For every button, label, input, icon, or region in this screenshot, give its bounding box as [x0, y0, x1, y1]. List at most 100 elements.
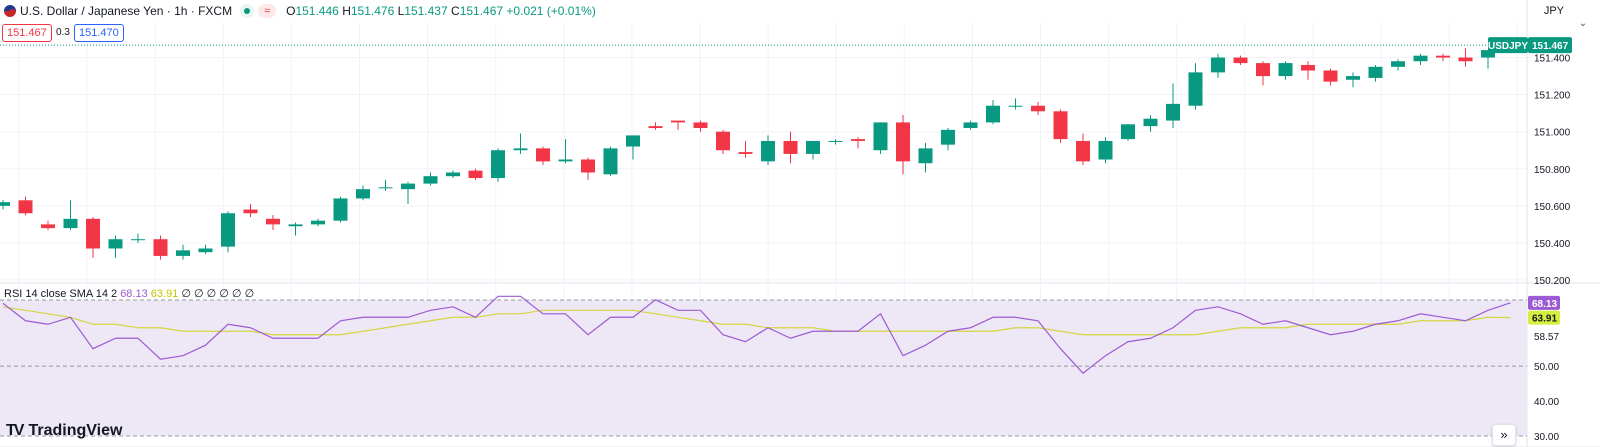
candle-body — [1143, 118, 1158, 127]
candle-body — [243, 209, 258, 214]
candle-body — [423, 176, 438, 184]
rsi-tick-label: 50.00 — [1534, 362, 1559, 373]
candle-body — [63, 218, 78, 229]
candle-body — [693, 122, 708, 128]
rsi-tick-label: 40.00 — [1534, 397, 1559, 408]
candle-body — [738, 152, 753, 154]
chevron-down-icon[interactable]: ⌄ — [1578, 18, 1588, 29]
candle-body — [986, 105, 1000, 123]
price-tick-label: 150.600 — [1534, 202, 1571, 213]
candle-body — [288, 224, 303, 227]
tradingview-logo-icon: TV — [6, 422, 25, 439]
candle-body — [1256, 63, 1270, 77]
candle-body — [1368, 66, 1383, 78]
currency-flag-icon — [4, 5, 16, 17]
candle-body — [311, 220, 325, 225]
candle-body — [941, 129, 955, 145]
wave-icon[interactable]: ≈ — [258, 4, 277, 18]
last-price-tag-label: 151.467 — [1532, 41, 1569, 52]
candle-body — [1481, 50, 1495, 58]
rsi-legend-value: 68.13 — [120, 288, 148, 300]
high-label: H — [342, 4, 351, 18]
sma-value-tag-label: 63.91 — [1532, 314, 1557, 325]
candle-body — [536, 148, 550, 162]
candle-body — [1391, 61, 1405, 67]
candle-body — [1346, 76, 1360, 80]
candle-body — [1188, 72, 1203, 106]
candle-body — [896, 122, 910, 162]
candle-body — [671, 120, 685, 123]
candle-body — [1458, 57, 1473, 62]
candle-body — [1413, 55, 1428, 62]
sell-price-button[interactable]: 151.467 — [2, 24, 52, 42]
change-value: +0.021 (+0.01%) — [506, 4, 596, 18]
symbol-tag — [1488, 37, 1528, 54]
candle-body — [626, 135, 640, 147]
candle-body — [378, 187, 393, 189]
rsi-legend: RSI 14 close SMA 14 2 68.13 63.91 ∅ ∅ ∅ … — [4, 287, 254, 301]
candle-body — [1121, 124, 1135, 140]
candle-body — [1098, 140, 1113, 160]
candle-body — [491, 150, 505, 179]
open-label: O — [286, 4, 296, 18]
candle-body — [761, 140, 775, 162]
candle-body — [1323, 70, 1338, 82]
close-label: C — [451, 4, 460, 18]
candle-body — [333, 198, 348, 221]
brand-name: TradingView — [28, 422, 123, 439]
candle-body — [918, 148, 933, 164]
last-price-tag — [1528, 37, 1572, 54]
price-tick-label: 151.200 — [1534, 91, 1571, 102]
price-tick-label: 150.800 — [1534, 165, 1571, 176]
candle-body — [131, 239, 145, 241]
candle-body — [1301, 64, 1315, 71]
candle-body — [356, 189, 370, 199]
candle-body — [86, 218, 100, 249]
sma-legend-value: 63.91 — [150, 288, 179, 300]
scroll-to-realtime-button[interactable]: » — [1492, 424, 1516, 446]
candle-body — [176, 250, 190, 256]
candle-body — [581, 159, 595, 173]
candle-body — [963, 122, 978, 128]
candle-body — [1053, 111, 1068, 140]
high-value: 151.476 — [350, 4, 395, 18]
buy-price-button[interactable]: 151.470 — [74, 24, 124, 42]
rsi-value-tag — [1528, 295, 1560, 310]
rsi-tick-label: 30.00 — [1534, 432, 1559, 443]
market-open-icon — [240, 4, 255, 18]
ohlc-readout: O151.446 H151.476 L151.437 C151.467 +0.0… — [286, 4, 596, 18]
candle-body — [1008, 105, 1023, 107]
rsi-tick-label: 58.57 — [1534, 332, 1559, 343]
candle-body — [0, 202, 10, 206]
close-value: 151.467 — [459, 4, 504, 18]
rsi-line — [2, 295, 1511, 374]
candle-body — [468, 170, 483, 179]
price-tick-label: 150.400 — [1534, 239, 1571, 250]
candle-body — [1166, 103, 1180, 121]
candle-body — [41, 224, 55, 229]
candle-body — [1031, 105, 1045, 112]
candle-body — [446, 172, 460, 177]
spread-value: 0.3 — [56, 27, 70, 38]
candle-body — [648, 126, 663, 128]
tradingview-logo[interactable]: TV TradingView — [6, 420, 122, 442]
candle-body — [828, 140, 843, 142]
candle-body — [873, 122, 888, 151]
price-tick-label: 150.200 — [1534, 276, 1571, 287]
price-tick-label: 151.000 — [1534, 128, 1571, 139]
symbol-tag-label: USDJPY — [1488, 41, 1528, 52]
low-label: L — [397, 4, 405, 18]
candle-body — [603, 148, 618, 175]
chart-header: U.S. Dollar / Japanese Yen · 1h · FXCM ≈… — [0, 0, 1520, 22]
candle-body — [851, 139, 865, 141]
symbol-title[interactable]: U.S. Dollar / Japanese Yen · 1h · FXCM — [20, 4, 233, 18]
candle-body — [1278, 63, 1293, 77]
candle-body — [108, 239, 123, 249]
candle-body — [153, 239, 168, 256]
candle-body — [401, 183, 415, 190]
rsi-legend-label[interactable]: RSI 14 close SMA 14 2 — [4, 288, 118, 300]
open-value: 151.446 — [295, 4, 339, 18]
low-value: 151.437 — [404, 4, 448, 18]
currency-label[interactable]: JPY — [1543, 5, 1564, 17]
